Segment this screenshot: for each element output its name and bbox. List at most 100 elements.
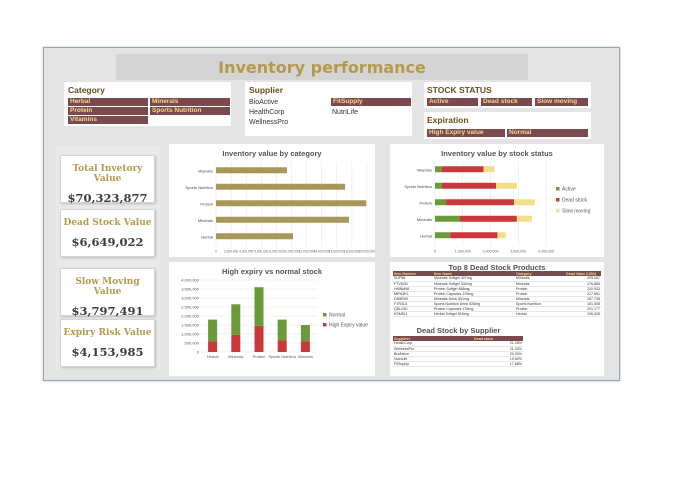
table-cell: WellnessPro (393, 346, 473, 352)
bar (216, 216, 349, 223)
supplier-item-bioactive[interactable]: BioActive (249, 99, 279, 106)
table-cell: 181,508 (565, 301, 601, 307)
chart1-svg: 0 2,000,000 4,000,000 6,000,000 8,000,000 10,… (185, 162, 375, 254)
supplier-slicer-title: Supplier (249, 85, 284, 95)
y-tick-label: 2,000,000 (181, 313, 200, 318)
category-label: Sports Nutrition (404, 184, 432, 189)
kpi-expiry-risk-value: $4,153,985 (71, 345, 144, 359)
category-label: Herbal (201, 234, 213, 239)
category-label: Vitamins (198, 168, 213, 173)
expiration-item-high-expiry[interactable]: High Expiry value (427, 129, 505, 137)
top8-header-category[interactable]: Category (515, 271, 565, 276)
table-cell: FTR3L5 (393, 301, 433, 307)
table-cell: Protein (515, 306, 565, 312)
table-cell: 201,177 (565, 306, 601, 312)
supplier-item-healthcorp[interactable]: HealthCorp (249, 109, 285, 116)
table-row: WellnessPro 21.20% (393, 346, 523, 352)
table-row: SUP56 Minerals Softgel 407mg Minerals 209,0… (393, 276, 601, 282)
category-item-herbal[interactable]: Herbal (68, 98, 148, 106)
category-item-sports-nutrition[interactable]: Sports Nutrition (150, 107, 230, 115)
x-tick-label: 8,000,000 (269, 250, 283, 254)
bar-segment (450, 232, 498, 239)
x-tick-label: 2,000,000 (224, 250, 238, 254)
table-cell: 19.50% (473, 356, 523, 362)
expiration-slicer: Expiration High Expiry value Normal (424, 112, 591, 139)
bar-segment (435, 182, 442, 189)
bar-segment (514, 199, 535, 206)
legend-swatch (556, 209, 560, 213)
supplier-header-suppliers[interactable]: Suppliers (393, 336, 473, 341)
table-cell: QDL030 (393, 306, 433, 312)
y-tick-label: 3,000,000 (181, 295, 200, 300)
chart-inventory-by-status: Inventory value by stock status 0 1,000,0… (390, 144, 604, 257)
status-item-dead-stock[interactable]: Dead stock (481, 98, 532, 106)
top8-header-dead-value[interactable]: Dead Value (USD) (565, 271, 601, 276)
column-normal (208, 319, 218, 342)
chart1-title: Inventory value by category (222, 149, 322, 158)
x-tick-label: 20,000,000 (359, 250, 375, 254)
table-cell: 176,865 (565, 281, 601, 287)
kpi-dead-stock: Dead Stock Value $6,649,022 (60, 209, 155, 257)
table-cell: Protein Capsules 129mg (433, 291, 515, 297)
table-cell: Minerals (515, 276, 565, 282)
category-item-vitamins[interactable]: Vitamins (68, 116, 148, 124)
category-label: Vitamins (417, 167, 432, 172)
supplier-slicer: Supplier BioActive HealthCorp WellnessPr… (245, 82, 412, 136)
top8-header-item-name[interactable]: Item Name (433, 271, 515, 276)
column-high-expiry (277, 340, 287, 352)
table-cell: SUP56 (393, 276, 433, 282)
supplier-header-row: Suppliers Dead stock (393, 336, 523, 341)
table-row: DN5R09 Minerals Drink 551mg Minerals 187,74… (393, 296, 601, 302)
x-tick-label: 12,000,000 (299, 250, 315, 254)
y-tick-label: 1,000,000 (181, 331, 200, 336)
bar-segment (435, 215, 460, 222)
legend-swatch (556, 198, 560, 202)
expiration-item-normal[interactable]: Normal (507, 129, 588, 137)
supplier-item-fitsupply[interactable]: FitSupply (331, 98, 411, 106)
table-cell: HMNM98 (393, 286, 433, 292)
x-tick-label: 16,000,000 (329, 250, 345, 254)
top8-header-item-number[interactable]: Item Number (393, 271, 433, 276)
top8-title: Top 8 Dead Stock Products (448, 263, 546, 272)
table-cell: Herbal Softgel 516mg (433, 311, 515, 317)
chart3-svg: 0 500,000 1,000,000 1,500,000 2,000,000 2,500… (181, 277, 368, 359)
table-cell: Protein Capsules 176mg (433, 306, 515, 312)
supplier-header-dead-stock[interactable]: Dead stock (473, 336, 523, 341)
top8-dead-stock-panel: Top 8 Dead Stock Products Item Number It… (390, 262, 604, 376)
stock-status-slicer-title: STOCK STATUS (427, 85, 492, 95)
category-item-protein[interactable]: Protein (68, 107, 148, 115)
bar (216, 233, 294, 240)
status-item-active[interactable]: Active (427, 98, 478, 106)
legend-label: Dead stock (562, 198, 588, 204)
category-item-minerals[interactable]: Minerals (150, 98, 230, 106)
table-cell: Protein (515, 291, 565, 297)
table-cell: 17.88% (473, 361, 523, 367)
table-cell: 187,745 (565, 296, 601, 302)
supplier-item-wellnesspro[interactable]: WellnessPro (249, 119, 289, 126)
chart3-title: High expiry vs normal stock (221, 267, 323, 276)
table-cell: KSM5L1 (393, 311, 433, 317)
table-cell: BioActive (393, 351, 473, 357)
category-slicer-title: Category (68, 85, 105, 95)
bar-segment (483, 166, 495, 173)
kpi-total-inventory-value: $70,323,877 (67, 191, 148, 205)
expiration-slicer-title: Expiration (427, 115, 469, 125)
bar-segment (441, 166, 484, 173)
x-tick-label: 1,000,000 (455, 250, 471, 254)
table-row: HMNM98 Protein Softgel 888mg Protein 210,93… (393, 286, 601, 292)
status-item-slow-moving[interactable]: Slow moving (535, 98, 588, 106)
supplier-item-nutrilife[interactable]: NutriLife (332, 109, 359, 116)
table-cell: 210,933 (565, 286, 601, 292)
x-tick-label: 2,000,000 (483, 250, 499, 254)
top8-table: Item Number Item Name Category Dead Valu… (393, 271, 601, 317)
bar (216, 183, 346, 190)
table-cell: Minerals (515, 296, 565, 302)
kpi-total-inventory-label: Total Invetory Value (72, 164, 143, 184)
column-normal (254, 287, 264, 326)
category-label: Minerals (198, 218, 213, 223)
bar-segment (441, 182, 497, 189)
table-cell: 21.28% (473, 341, 523, 347)
kpi-slow-moving-label: Slow Moving Value (75, 277, 140, 297)
table-cell: 196,528 (565, 311, 601, 317)
bar-segment (446, 199, 515, 206)
